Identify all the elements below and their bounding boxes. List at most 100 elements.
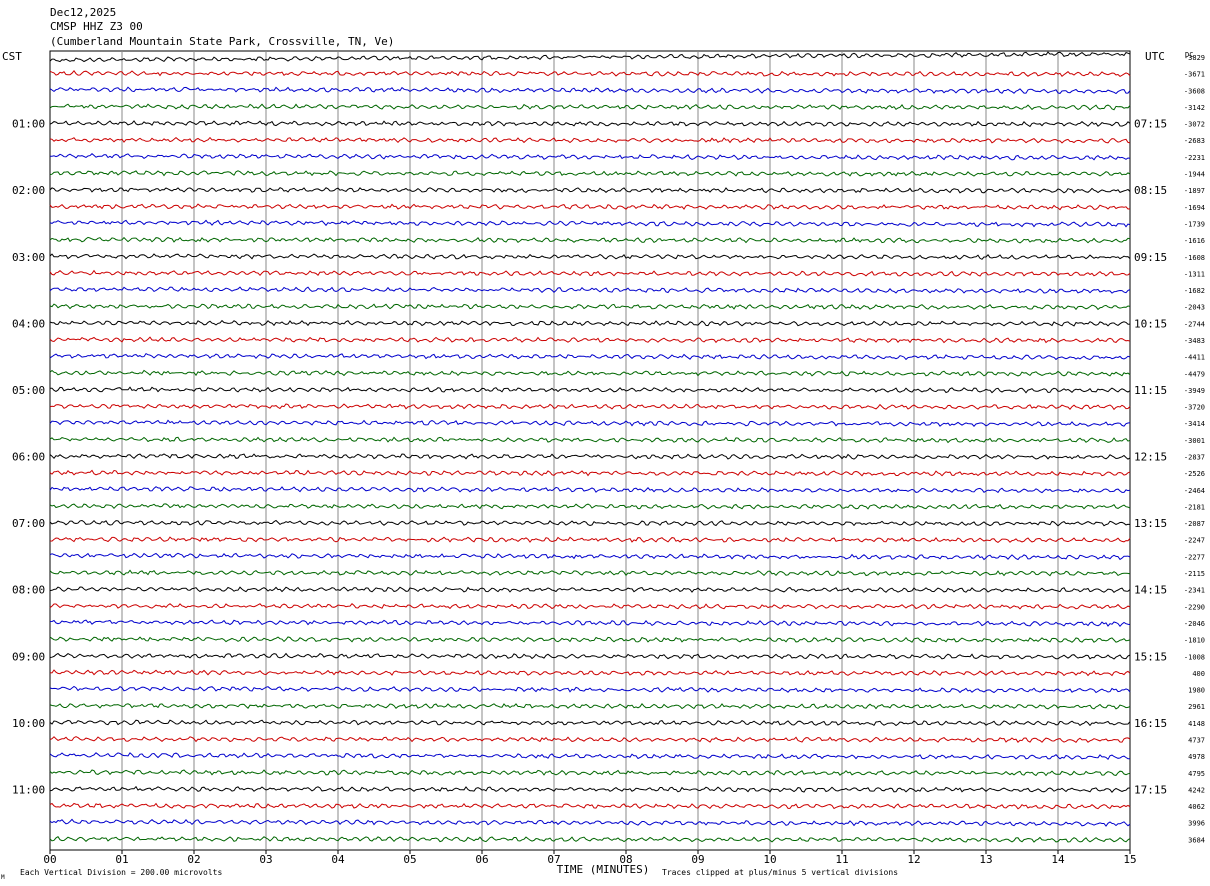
- trace-line: [49, 836, 1131, 843]
- dc-offset-label: 1980: [1188, 687, 1205, 695]
- dc-offset-label: 4148: [1188, 720, 1205, 728]
- trace-line: [49, 669, 1131, 677]
- trace-line: [49, 552, 1131, 561]
- trace-line: [49, 236, 1131, 244]
- dc-offset-label: -2247: [1184, 537, 1205, 545]
- trace-line: [49, 369, 1131, 377]
- trace-line: [49, 486, 1131, 494]
- dc-offset-label: 3996: [1188, 820, 1205, 828]
- cst-label: CST: [2, 50, 22, 63]
- utc-hour-label: 12:15: [1134, 451, 1167, 464]
- dc-offset-label: 4062: [1188, 803, 1205, 811]
- utc-hour-labels: 07:15 08:15 09:15 10:15 11:15 12:15 13:15 14:15…: [1134, 118, 1167, 797]
- x-tick-label: 01: [115, 853, 128, 866]
- header-station: CMSP HHZ Z3 00: [50, 20, 143, 33]
- dc-offset-label: -3142: [1184, 104, 1205, 112]
- trace-line: [49, 419, 1131, 427]
- utc-hour-label: 13:15: [1134, 517, 1167, 530]
- header-location: (Cumberland Mountain State Park, Crossvi…: [50, 35, 394, 48]
- x-tick-label: 06: [475, 853, 488, 866]
- trace-line: [49, 187, 1131, 194]
- trace-line: [49, 136, 1131, 144]
- x-tick-label: 15: [1123, 853, 1136, 866]
- cst-hour-labels: 01:00 02:00 03:00 04:00 05:00 06:00 07:00 08:00…: [12, 118, 45, 797]
- corner-mark: M: [1, 874, 5, 881]
- dc-offset-label: -2683: [1184, 137, 1205, 145]
- utc-hour-label: 16:15: [1134, 717, 1167, 730]
- trace-line: [49, 170, 1131, 177]
- dc-offset-label: -3671: [1184, 71, 1205, 79]
- dc-offset-label: -2341: [1184, 587, 1205, 595]
- utc-hour-label: 14:15: [1134, 584, 1167, 597]
- dc-offset-label: -1897: [1184, 187, 1205, 195]
- trace-line: [49, 519, 1131, 527]
- dc-header: DC: [1185, 51, 1193, 59]
- x-tick-label: 11: [835, 853, 848, 866]
- x-tick-label: 08: [619, 853, 632, 866]
- dc-offset-label: 4978: [1188, 753, 1205, 761]
- trace-line: [49, 685, 1131, 694]
- cst-hour-label: 02:00: [12, 184, 45, 197]
- trace-line: [49, 785, 1131, 793]
- cst-hour-label: 03:00: [12, 251, 45, 264]
- trace-line: [49, 719, 1131, 727]
- dc-offset-label: -1616: [1184, 237, 1205, 245]
- trace-line: [50, 386, 1131, 394]
- trace-line: [49, 453, 1131, 460]
- dc-offset-label: -3483: [1184, 337, 1205, 345]
- trace-line: [49, 619, 1131, 627]
- dc-offset-label: 2961: [1188, 703, 1205, 711]
- trace-line: [49, 503, 1131, 510]
- trace-line: [49, 403, 1131, 411]
- utc-hour-label: 10:15: [1134, 317, 1167, 330]
- dc-offset-label: 4795: [1188, 770, 1205, 778]
- dc-offset-label: -4479: [1184, 370, 1205, 378]
- dc-offset-label: 4242: [1188, 786, 1205, 794]
- trace-line: [49, 103, 1131, 111]
- dc-offset-label: -2526: [1184, 470, 1205, 478]
- x-tick-label: 14: [1051, 853, 1065, 866]
- x-tick-label: 05: [403, 853, 416, 866]
- dc-offset-label: -2115: [1184, 570, 1205, 578]
- utc-hour-label: 07:15: [1134, 118, 1167, 131]
- cst-hour-label: 05:00: [12, 384, 45, 397]
- trace-line: [49, 818, 1131, 827]
- dc-offset-label: -1694: [1184, 204, 1205, 212]
- trace-line: [49, 203, 1131, 211]
- trace-line: [49, 586, 1131, 593]
- utc-hour-label: 09:15: [1134, 251, 1167, 264]
- dc-offset-label: -3072: [1184, 121, 1205, 129]
- trace-line: [49, 319, 1131, 327]
- trace-line: [49, 602, 1131, 610]
- trace-line: [49, 636, 1131, 643]
- x-tick-label: 02: [187, 853, 200, 866]
- cst-hour-label: 08:00: [12, 584, 45, 597]
- utc-label: UTC: [1145, 50, 1165, 63]
- trace-line: [49, 219, 1131, 228]
- trace-line: [49, 153, 1131, 161]
- trace-line: [49, 752, 1131, 760]
- dc-offset-label: -3001: [1184, 437, 1205, 445]
- trace-line: [49, 51, 1131, 63]
- trace-line: [49, 286, 1131, 294]
- clip-note: Traces clipped at plus/minus 5 vertical …: [662, 868, 898, 877]
- dc-offset-label: -3949: [1184, 387, 1205, 395]
- x-tick-label: 12: [907, 853, 920, 866]
- cst-hour-label: 11:00: [12, 783, 45, 796]
- dc-offset-label: -2087: [1184, 520, 1205, 528]
- x-axis-ticks: 00 01 02 03 04 05 06 07 08 09 10 11 12 13 14 15: [43, 850, 1137, 866]
- cst-hour-label: 01:00: [12, 118, 45, 131]
- trace-line: [49, 253, 1131, 260]
- dc-offset-label: -1739: [1184, 220, 1205, 228]
- dc-offset-label: -3608: [1184, 87, 1205, 95]
- x-tick-label: 03: [259, 853, 272, 866]
- dc-offset-label: -2464: [1184, 487, 1205, 495]
- cst-hour-label: 04:00: [12, 317, 45, 330]
- trace-line: [49, 336, 1131, 344]
- dc-offset-label: -2277: [1184, 553, 1205, 561]
- trace-line: [49, 736, 1131, 743]
- trace-line: [49, 120, 1131, 128]
- x-tick-label: 10: [763, 853, 776, 866]
- x-tick-label: 04: [331, 853, 345, 866]
- dc-offset-label: -3829: [1184, 54, 1205, 62]
